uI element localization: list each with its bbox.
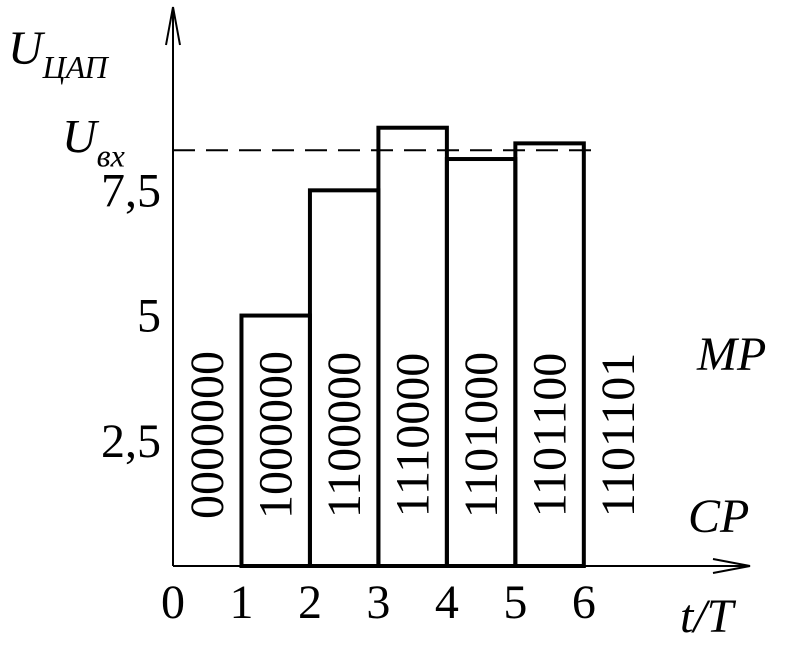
x-tick-label: 5 <box>503 576 527 629</box>
reference-label: Uвх <box>62 110 125 173</box>
y-tick-label: 5 <box>137 290 161 343</box>
y-axis-arrow <box>165 6 181 46</box>
reference-label-sub: вх <box>97 137 125 173</box>
x-tick-label: 4 <box>435 576 459 629</box>
code-label: 1101000 <box>455 352 508 518</box>
code-label: 1000000 <box>250 351 303 519</box>
x-axis-arrow <box>712 558 751 574</box>
y-tick-label: 2,5 <box>101 415 161 468</box>
y-tick-label: 7,5 <box>101 164 161 217</box>
code-label: 1100000 <box>318 352 371 518</box>
code-label: 1101100 <box>524 353 577 517</box>
register-label: СР <box>688 490 749 543</box>
x-tick-label: 1 <box>229 576 253 629</box>
x-tick-label: 0 <box>161 576 185 629</box>
register-label: МР <box>696 328 766 381</box>
reference-label-main: U <box>62 110 100 163</box>
code-label: 1101101 <box>592 353 645 517</box>
code-label: 1110000 <box>387 353 440 517</box>
y-axis-title: UЦАП <box>8 22 110 85</box>
x-axis-title: t/T <box>680 590 737 643</box>
bar <box>513 141 586 569</box>
x-tick-label: 2 <box>298 576 322 629</box>
x-tick-label: 3 <box>366 576 390 629</box>
code-label: 0000000 <box>181 351 234 519</box>
x-tick-label: 6 <box>572 576 596 629</box>
